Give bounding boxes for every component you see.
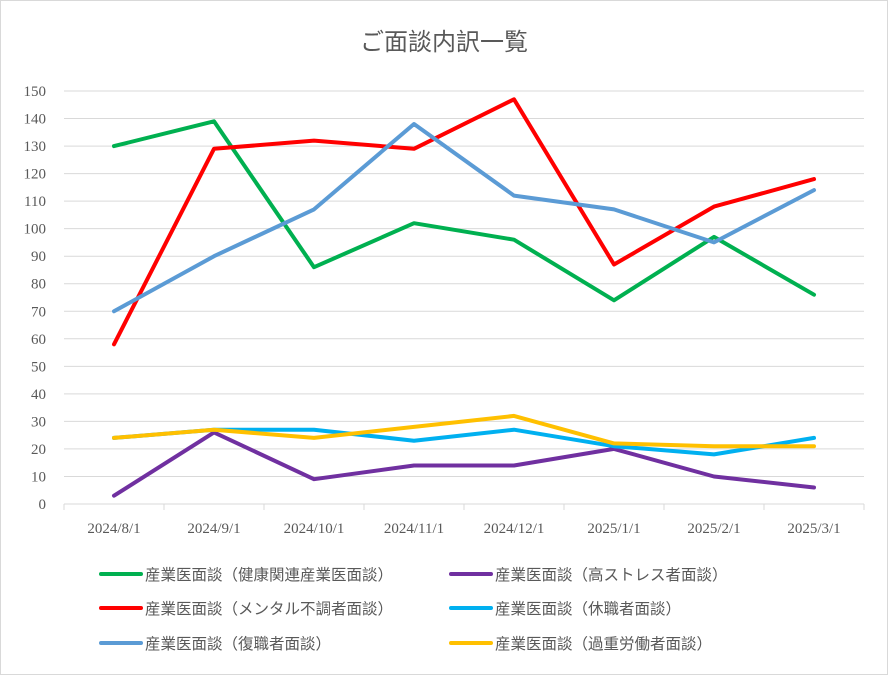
legend-label: 産業医面談（休職者面談） (495, 600, 681, 618)
legend: 産業医面談（健康関連産業医面談） 産業医面談（高ストレス者面談） 産業医面談（メンタ… (99, 566, 728, 653)
y-tick-label: 50 (31, 359, 46, 375)
y-tick-label: 80 (31, 277, 46, 293)
series-line-6 (112, 413, 816, 449)
y-axis-ticks: 0 10 20 30 40 50 60 70 80 90 100 110 120 130 140 150 (24, 84, 47, 513)
legend-label: 産業医面談（過重労働者面談） (495, 635, 712, 653)
y-tick-label: 130 (24, 139, 47, 155)
x-tick-label: 2024/12/1 (484, 521, 545, 537)
y-tick-label: 100 (24, 222, 47, 238)
y-tick-label: 120 (24, 167, 47, 183)
series-line-2 (112, 430, 816, 498)
grid-layer (63, 90, 865, 510)
x-tick-label: 2024/10/1 (284, 521, 345, 537)
y-tick-label: 40 (31, 387, 46, 403)
y-tick-label: 0 (39, 497, 47, 513)
y-tick-label: 150 (24, 84, 47, 100)
y-tick-label: 60 (31, 332, 46, 348)
series-line-5 (112, 122, 816, 314)
y-tick-label: 90 (31, 249, 46, 265)
y-tick-label: 70 (31, 304, 46, 320)
series-layer (112, 97, 816, 498)
x-tick-label: 2025/3/1 (787, 521, 840, 537)
y-tick-label: 140 (24, 112, 47, 128)
x-tick-label: 2024/9/1 (187, 521, 240, 537)
series-line-3 (112, 97, 816, 347)
x-tick-label: 2025/2/1 (687, 521, 740, 537)
legend-label: 産業医面談（復職者面談） (145, 635, 331, 653)
y-tick-label: 30 (31, 414, 46, 430)
x-tick-label: 2024/11/1 (384, 521, 444, 537)
y-tick-label: 10 (31, 469, 46, 485)
chart-title: ご面談内訳一覧 (360, 28, 528, 56)
legend-label: 産業医面談（メンタル不調者面談） (145, 600, 393, 618)
x-tick-label: 2024/8/1 (87, 521, 140, 537)
legend-label: 産業医面談（高ストレス者面談） (495, 566, 728, 584)
y-tick-label: 110 (24, 194, 46, 210)
y-tick-label: 20 (31, 442, 46, 458)
x-axis-ticks: 2024/8/1 2024/9/1 2024/10/1 2024/11/1 2024/1… (87, 521, 840, 537)
legend-label: 産業医面談（健康関連産業医面談） (145, 566, 393, 584)
x-tick-label: 2025/1/1 (587, 521, 640, 537)
